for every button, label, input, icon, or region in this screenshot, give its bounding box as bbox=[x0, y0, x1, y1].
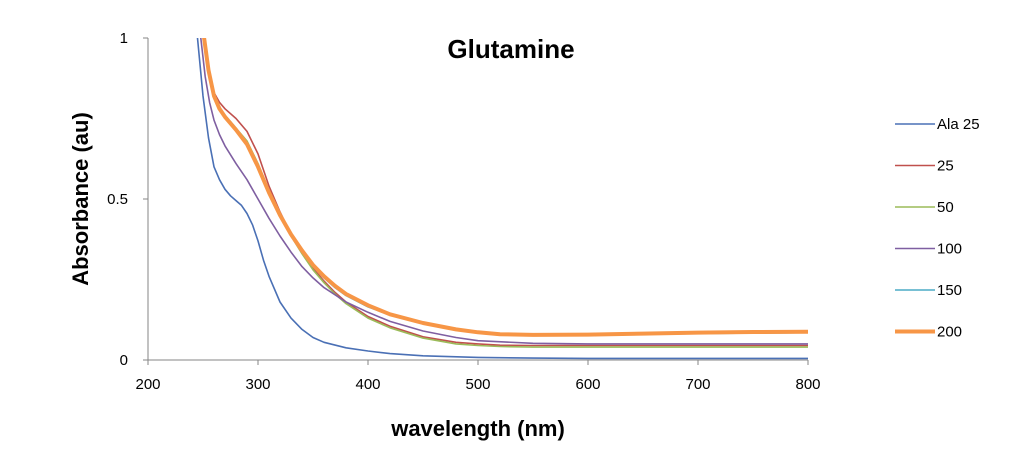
series-line-2 bbox=[203, 38, 808, 348]
x-tick-label: 800 bbox=[795, 376, 820, 393]
series-lines bbox=[196, 38, 808, 360]
series-line-0 bbox=[196, 38, 808, 360]
legend: Ala 25 25 50 100 150 200 bbox=[895, 116, 980, 341]
x-axis-title: wavelength (nm) bbox=[390, 416, 565, 441]
x-tick-label: 600 bbox=[575, 376, 600, 393]
legend-label: 100 bbox=[937, 241, 962, 258]
x-tick-label: 300 bbox=[245, 376, 270, 393]
axes bbox=[147, 38, 808, 361]
x-tick-label: 200 bbox=[135, 376, 160, 393]
x-tick-label: 500 bbox=[465, 376, 490, 393]
legend-label: 200 bbox=[937, 324, 962, 341]
y-tick-label: 0.5 bbox=[107, 191, 128, 208]
series-line-5 bbox=[202, 38, 808, 337]
x-tick-label: 400 bbox=[355, 376, 380, 393]
y-axis-title: Absorbance (au) bbox=[68, 112, 93, 286]
series-line-4 bbox=[203, 38, 808, 337]
legend-label: 150 bbox=[937, 282, 962, 299]
x-tick-label: 700 bbox=[685, 376, 710, 393]
legend-label: 50 bbox=[937, 199, 954, 216]
y-tick-label: 0 bbox=[120, 352, 128, 369]
legend-label: Ala 25 bbox=[937, 116, 980, 133]
series-line-3 bbox=[200, 38, 808, 345]
y-tick-label: 1 bbox=[120, 30, 128, 47]
chart-title: Glutamine bbox=[447, 34, 574, 64]
legend-label: 25 bbox=[937, 158, 954, 175]
series-line-1 bbox=[203, 38, 808, 347]
axis-ticks: 200 300 400 500 600 700 800 0 0.5 1 bbox=[107, 30, 820, 393]
